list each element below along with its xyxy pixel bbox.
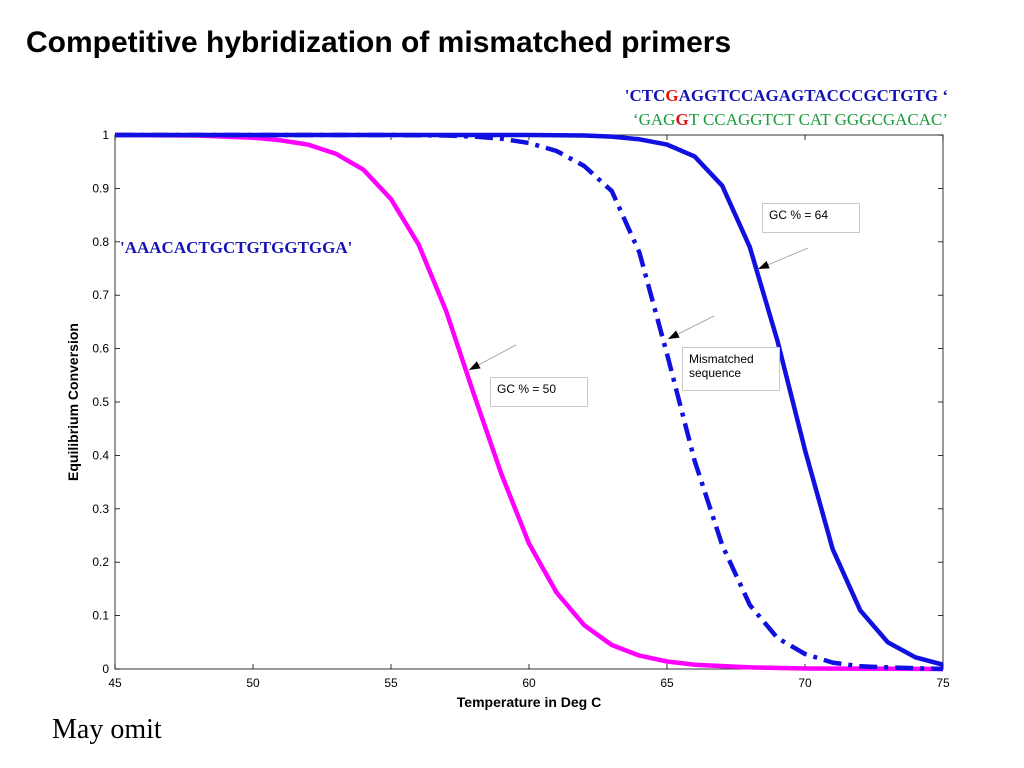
seq-top-close: ‘ (938, 86, 948, 105)
slide-note: May omit (52, 714, 162, 745)
y-tick-label: 0.2 (92, 555, 109, 569)
x-tick-label: 70 (798, 676, 812, 690)
y-tick-label: 1 (102, 128, 109, 142)
arrow-mismatched-head (668, 330, 680, 339)
annotation-gc50: GC % = 50 (490, 377, 588, 407)
series-line-gc64 (115, 132, 944, 667)
seq-top-open: ' (624, 86, 630, 105)
annotation-mismatched: Mismatched sequence (682, 347, 780, 391)
seq-bottom-part-a: GAG (638, 110, 676, 129)
x-tick-label: 75 (936, 676, 950, 690)
y-tick-label: 0.9 (92, 181, 109, 195)
x-tick-label: 65 (660, 676, 674, 690)
seq-top-mutation: G (665, 86, 679, 105)
arrow-gc64-head (758, 261, 770, 269)
y-tick-label: 0.5 (92, 395, 109, 409)
series-line-mismatched (115, 132, 944, 672)
y-tick-label: 0.7 (92, 288, 109, 302)
y-axis-label: Equilibrium Conversion (65, 323, 81, 481)
slide-title: Competitive hybridization of mismatched … (26, 26, 732, 59)
y-tick-label: 0.1 (92, 609, 109, 623)
seq-bottom-open: ‘ (632, 110, 639, 129)
y-tick-label: 0 (102, 662, 109, 676)
y-tick-label: 0.4 (92, 448, 109, 462)
seq-bottom-mutation: G (675, 110, 689, 129)
primer-sequence-top: 'CTCGAGGTCCAGAGTACCCGCTGTG ‘ (625, 86, 948, 106)
x-tick-label: 55 (384, 676, 398, 690)
seq-top-part-b: AGGTCCAGAGTACCCGCTGTG (678, 86, 939, 105)
primer-sequence-complement: ‘GAGGT CCAGGTCT CAT GGGCGACAC’ (633, 110, 948, 130)
x-tick-label: 45 (108, 676, 122, 690)
x-tick-label: 60 (522, 676, 536, 690)
seq-top-part-a: CTC (629, 86, 666, 105)
arrow-gc50-head (469, 361, 481, 370)
x-tick-label: 50 (246, 676, 260, 690)
y-tick-label: 0.3 (92, 502, 109, 516)
seq-bottom-close: ’ (942, 110, 948, 129)
seq-bottom-part-b: T CCAGGTCT CAT GGGCGACAC (688, 110, 943, 129)
annotation-gc64: GC % = 64 (762, 203, 860, 233)
y-tick-label: 0.8 (92, 235, 109, 249)
x-axis-label: Temperature in Deg C (457, 694, 601, 710)
y-tick-label: 0.6 (92, 342, 109, 356)
primer-sequence-left: 'AAACACTGCTGTGGTGGA' (120, 238, 353, 258)
series-line-gc50 (114, 132, 944, 672)
